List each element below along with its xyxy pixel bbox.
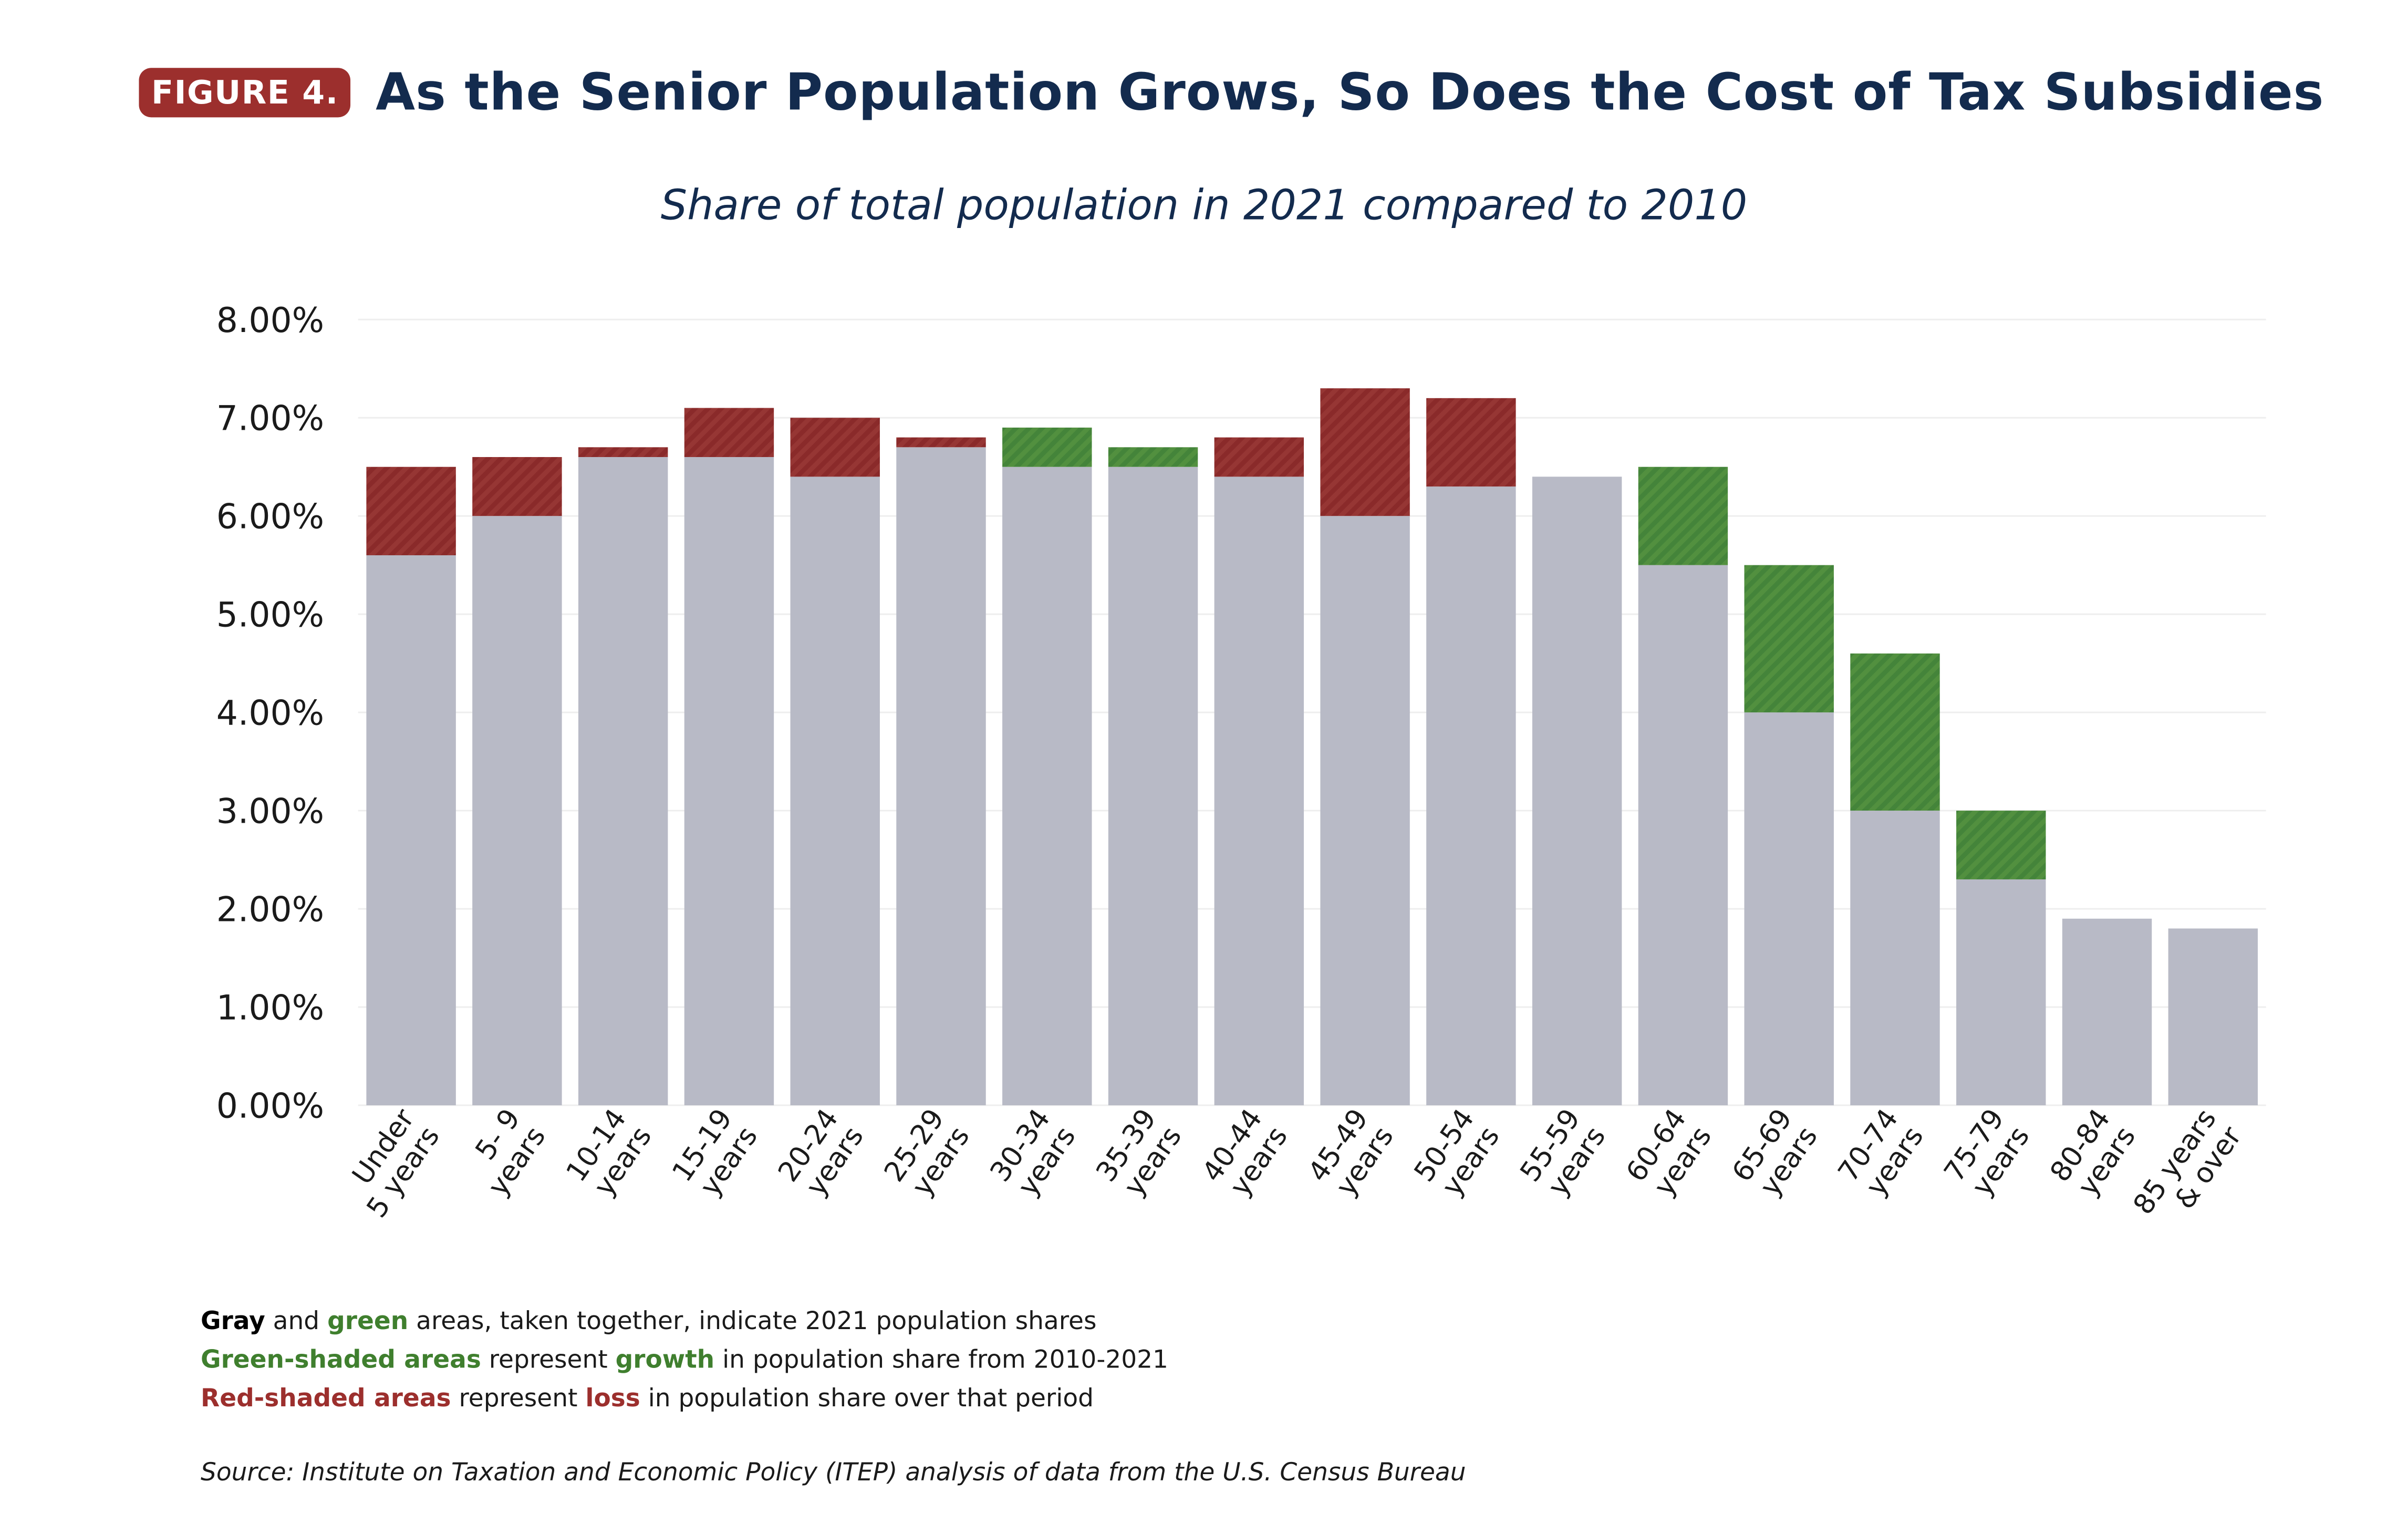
bar-loss: [578, 447, 668, 458]
bar-base: [1638, 565, 1728, 1105]
bar-loss: [366, 466, 456, 555]
bar-growth: [1638, 466, 1728, 565]
bar-base: [1532, 476, 1622, 1105]
bar-growth: [1002, 427, 1092, 467]
bar-base: [2062, 918, 2152, 1105]
bar-base: [472, 516, 562, 1105]
bar-base: [1108, 466, 1198, 1105]
y-tick-label: 1.00%: [216, 989, 324, 1028]
figure-badge: FIGURE 4.: [139, 67, 351, 117]
note-line-3: Red-shaded areas represent loss in popul…: [201, 1378, 1168, 1417]
note-growth: growth: [615, 1344, 715, 1374]
note-green-areas: Green-shaded areas: [201, 1344, 481, 1374]
bar-loss: [1214, 437, 1304, 477]
bar-loss: [1320, 388, 1410, 516]
bar-loss: [896, 437, 986, 448]
bar-base: [1426, 486, 1516, 1105]
figure-title: As the Senior Population Grows, So Does …: [376, 61, 2324, 122]
source-note: Source: Institute on Taxation and Econom…: [201, 1457, 1466, 1487]
bar-base: [790, 476, 880, 1105]
y-tick-label: 8.00%: [216, 301, 324, 340]
bar-base: [896, 447, 986, 1105]
note-text: represent: [481, 1344, 616, 1374]
note-text: represent: [451, 1383, 586, 1413]
bar-growth: [1850, 653, 1940, 811]
bar-growth: [1744, 565, 1834, 713]
note-text: areas, taken together, indicate 2021 pop…: [408, 1305, 1097, 1335]
bar-base: [578, 457, 668, 1105]
note-red-areas: Red-shaded areas: [201, 1383, 451, 1413]
note-gray: Gray: [201, 1305, 265, 1335]
note-line-2: Green-shaded areas represent growth in p…: [201, 1340, 1168, 1378]
note-line-1: Gray and green areas, taken together, in…: [201, 1301, 1168, 1340]
bar-loss: [1426, 398, 1516, 487]
x-tick-label: 85 years& over: [2127, 1103, 2248, 1220]
note-loss: loss: [585, 1383, 640, 1413]
bar-loss: [684, 408, 774, 458]
note-text: and: [265, 1305, 328, 1335]
note-green: green: [327, 1305, 409, 1335]
chart-subtitle: Share of total population in 2021 compar…: [660, 182, 1748, 230]
y-tick-label: 7.00%: [216, 399, 324, 439]
legend-notes: Gray and green areas, taken together, in…: [201, 1301, 1168, 1417]
y-tick-label: 4.00%: [216, 694, 324, 733]
bar-base: [1002, 466, 1092, 1105]
y-tick-label: 3.00%: [216, 792, 324, 832]
bar-base: [1850, 811, 1940, 1105]
figure-header: FIGURE 4. As the Senior Population Grows…: [139, 62, 2324, 122]
bar-loss: [472, 457, 562, 516]
y-tick-label: 5.00%: [216, 596, 324, 635]
y-tick-label: 0.00%: [216, 1086, 324, 1126]
bar-base: [1214, 476, 1304, 1105]
bar-growth: [1108, 447, 1198, 467]
bar-base: [366, 555, 456, 1105]
y-tick-label: 2.00%: [216, 890, 324, 930]
bar-base: [2168, 928, 2258, 1105]
bar-base: [1956, 879, 2046, 1105]
bar-base: [1320, 516, 1410, 1105]
bar-base: [684, 457, 774, 1105]
y-tick-label: 6.00%: [216, 497, 324, 537]
note-text: in population share from 2010-2021: [714, 1344, 1168, 1374]
note-text: in population share over that period: [640, 1383, 1094, 1413]
bar-loss: [790, 418, 880, 477]
bar-growth: [1956, 811, 2046, 879]
bar-base: [1744, 712, 1834, 1105]
